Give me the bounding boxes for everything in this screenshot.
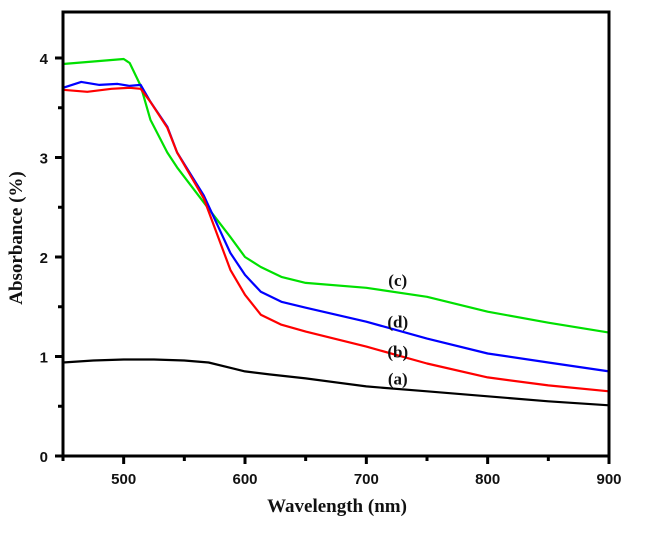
curve-label-a: (a) bbox=[388, 369, 408, 388]
series-line-b bbox=[61, 86, 611, 393]
y-axis-title: Absorbance (%) bbox=[6, 171, 27, 305]
curve-label-b: (b) bbox=[387, 343, 408, 362]
series-line-a bbox=[61, 358, 611, 407]
curve-label-d: (d) bbox=[387, 313, 408, 332]
y-tick-label: 1 bbox=[40, 350, 48, 367]
ticks-layer: 500 600 700 800 900 0 1 2 3 4 bbox=[40, 51, 622, 488]
curve-label-c: (c) bbox=[388, 271, 407, 290]
y-tick-label: 2 bbox=[40, 250, 48, 267]
x-tick-label: 500 bbox=[111, 471, 136, 488]
plot-frame bbox=[61, 10, 611, 458]
x-tick-label: 900 bbox=[596, 471, 621, 488]
series-line-d bbox=[61, 80, 611, 373]
series-line-c bbox=[61, 57, 611, 334]
y-tick-label: 3 bbox=[40, 151, 48, 168]
y-tick-label: 4 bbox=[40, 51, 49, 68]
curves-layer bbox=[61, 57, 611, 407]
x-tick-label: 700 bbox=[354, 471, 379, 488]
labels-layer: (a) (b) (c) (d) bbox=[387, 271, 408, 389]
x-tick-label: 600 bbox=[232, 471, 257, 488]
x-tick-label: 800 bbox=[475, 471, 500, 488]
x-axis-title: Wavelength (nm) bbox=[267, 496, 407, 517]
y-tick-label: 0 bbox=[40, 449, 48, 466]
